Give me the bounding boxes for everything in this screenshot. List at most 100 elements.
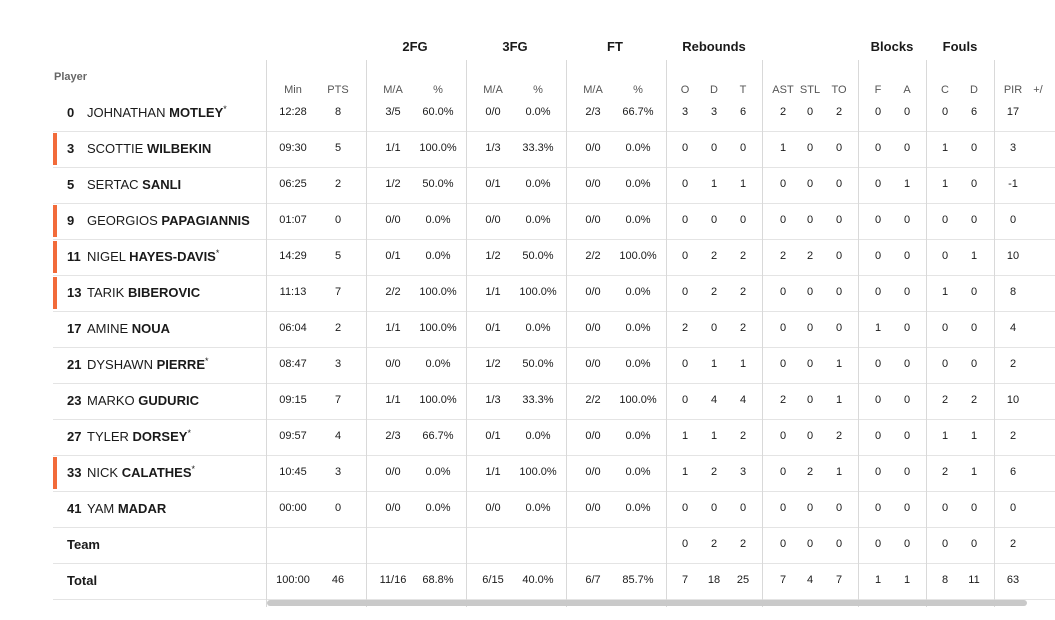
stat-cell: 1: [874, 322, 882, 334]
stat-cell: 85.7%: [622, 574, 654, 586]
table-row[interactable]: 21 DYSHAWN PIERRE* 08:47 3 0/0 0.0% 1/2 50.0% 0/…: [53, 347, 1055, 384]
stat-cell: 1: [710, 178, 718, 190]
column-header[interactable]: C: [941, 84, 949, 96]
table-row[interactable]: 3 SCOTTIE WILBEKIN 09:30 5 1/1 100.0% 1/3 33.3%…: [53, 131, 1055, 168]
stat-cell: 0/0: [385, 502, 401, 514]
column-header[interactable]: %: [533, 84, 543, 96]
stat-cell: 0.0%: [525, 322, 551, 334]
stat-cell: 4: [1009, 322, 1017, 334]
stat-cell: 0: [874, 178, 882, 190]
column-header[interactable]: M/A: [583, 84, 603, 96]
player-name[interactable]: 33 NICK CALATHES*: [67, 464, 195, 480]
stat-cell: 33.3%: [522, 394, 554, 406]
stat-cell: 0.0%: [425, 358, 451, 370]
stat-cell: 0: [874, 538, 882, 550]
stat-cell: 0: [903, 538, 911, 550]
stat-cell: 0: [874, 250, 882, 262]
stat-cell: 1: [710, 358, 718, 370]
column-header[interactable]: M/A: [383, 84, 403, 96]
stat-cell: 2: [739, 430, 747, 442]
group-header-row: 2FG 3FG FT Rebounds Blocks Fouls: [53, 39, 1055, 57]
stat-cell: 3: [681, 106, 689, 118]
player-name[interactable]: 0 JOHNATHAN MOTLEY*: [67, 104, 227, 120]
table-row[interactable]: 9 GEORGIOS PAPAGIANNIS 01:07 0 0/0 0.0% 0/0 0.0…: [53, 203, 1055, 240]
player-name[interactable]: 41 YAM MADAR: [67, 501, 166, 516]
stat-cell: 1: [739, 358, 747, 370]
player-name[interactable]: 11 NIGEL HAYES-DAVIS*: [67, 248, 219, 264]
column-header[interactable]: O: [680, 84, 690, 96]
column-header[interactable]: AST: [772, 84, 794, 96]
player-name[interactable]: 21 DYSHAWN PIERRE*: [67, 356, 209, 372]
table-row[interactable]: 17 AMINE NOUA 06:04 2 1/1 100.0% 0/1 0.0% 0/0 0.0…: [53, 311, 1055, 348]
player-last-name: PIERRE: [156, 357, 205, 372]
stat-cell: 100.0%: [419, 286, 457, 298]
table-row[interactable]: 23 MARKO GUDURIC 09:15 7 1/1 100.0% 1/3 33.3% 2/…: [53, 383, 1055, 420]
stat-cell: 0: [874, 394, 882, 406]
stat-cell: 50.0%: [422, 178, 454, 190]
column-header[interactable]: PIR: [1003, 84, 1023, 96]
stat-cell: 2/2: [585, 250, 601, 262]
column-header[interactable]: Min: [284, 84, 302, 96]
column-header[interactable]: TO: [831, 84, 847, 96]
column-header[interactable]: %: [433, 84, 443, 96]
horizontal-scrollbar[interactable]: [267, 600, 1027, 606]
stat-cell: 7: [334, 394, 342, 406]
column-header[interactable]: D: [970, 84, 978, 96]
stat-cell: 66.7%: [422, 430, 454, 442]
column-divider: [266, 60, 267, 607]
stat-cell: 7: [835, 574, 843, 586]
table-row[interactable]: 27 TYLER DORSEY* 09:57 4 2/3 66.7% 0/1 0.0% 0/0 0…: [53, 419, 1055, 456]
player-name[interactable]: 17 AMINE NOUA: [67, 321, 170, 336]
stat-cell: 0/0: [585, 502, 601, 514]
stat-cell: 0: [806, 286, 814, 298]
group-header-fouls: Fouls: [942, 39, 978, 54]
table-row[interactable]: 11 NIGEL HAYES-DAVIS* 14:29 5 0/1 0.0% 1/2 50.0…: [53, 239, 1055, 276]
table-row[interactable]: 41 YAM MADAR 00:00 0 0/0 0.0% 0/0 0.0% 0/0 0.0% 0 0…: [53, 491, 1055, 528]
column-header[interactable]: STL: [799, 84, 821, 96]
row-accent-marker: [53, 457, 57, 489]
player-first-name: DYSHAWN: [87, 357, 153, 372]
player-name[interactable]: 13 TARIK BIBEROVIC: [67, 285, 200, 300]
player-name[interactable]: 5 SERTAC SANLI: [67, 177, 181, 192]
stat-cell: 0.0%: [625, 286, 651, 298]
stat-cell: 0: [681, 502, 689, 514]
table-row[interactable]: 33 NICK CALATHES* 10:45 3 0/0 0.0% 1/1 100.0% 0/…: [53, 455, 1055, 492]
stat-cell: 0: [334, 214, 342, 226]
player-name[interactable]: 23 MARKO GUDURIC: [67, 393, 199, 408]
column-header[interactable]: PTS: [327, 84, 349, 96]
table-row[interactable]: 0 JOHNATHAN MOTLEY* 12:28 8 3/5 60.0% 0/0 0.0% 2…: [53, 95, 1055, 132]
stat-cell: 2: [1009, 358, 1017, 370]
stat-cell: 0: [806, 178, 814, 190]
table-row[interactable]: 13 TARIK BIBEROVIC 11:13 7 2/2 100.0% 1/1 100.0…: [53, 275, 1055, 312]
player-number: 23: [67, 393, 82, 408]
column-header[interactable]: A: [903, 84, 911, 96]
column-divider: [466, 60, 467, 607]
stat-cell: 6/7: [585, 574, 601, 586]
stat-cell: 0: [970, 286, 978, 298]
stat-cell: 2/3: [585, 106, 601, 118]
player-name[interactable]: 9 GEORGIOS PAPAGIANNIS: [67, 213, 250, 228]
stat-cell: 1/2: [485, 250, 501, 262]
column-header[interactable]: +/: [1033, 84, 1043, 96]
player-first-name: TARIK: [87, 285, 125, 300]
stat-cell: 1: [903, 574, 911, 586]
stat-cell: 1: [739, 178, 747, 190]
player-name[interactable]: 3 SCOTTIE WILBEKIN: [67, 141, 211, 156]
stat-cell: 0.0%: [625, 502, 651, 514]
column-header[interactable]: F: [874, 84, 882, 96]
stat-cell: 0: [903, 214, 911, 226]
table-row[interactable]: 5 SERTAC SANLI 06:25 2 1/2 50.0% 0/1 0.0% 0/0 0.0…: [53, 167, 1055, 204]
column-header[interactable]: M/A: [483, 84, 503, 96]
column-header[interactable]: T: [739, 84, 747, 96]
stat-cell: 0.0%: [625, 358, 651, 370]
stat-cell: 0: [941, 106, 949, 118]
stat-cell: 66.7%: [622, 106, 654, 118]
stat-cell: 0: [779, 178, 787, 190]
stat-cell: 0: [779, 322, 787, 334]
column-header[interactable]: %: [633, 84, 643, 96]
stat-cell: 0: [835, 538, 843, 550]
stat-cell: 8: [941, 574, 949, 586]
player-name[interactable]: 27 TYLER DORSEY*: [67, 428, 191, 444]
column-header[interactable]: D: [710, 84, 718, 96]
stat-cell: 1/2: [485, 358, 501, 370]
